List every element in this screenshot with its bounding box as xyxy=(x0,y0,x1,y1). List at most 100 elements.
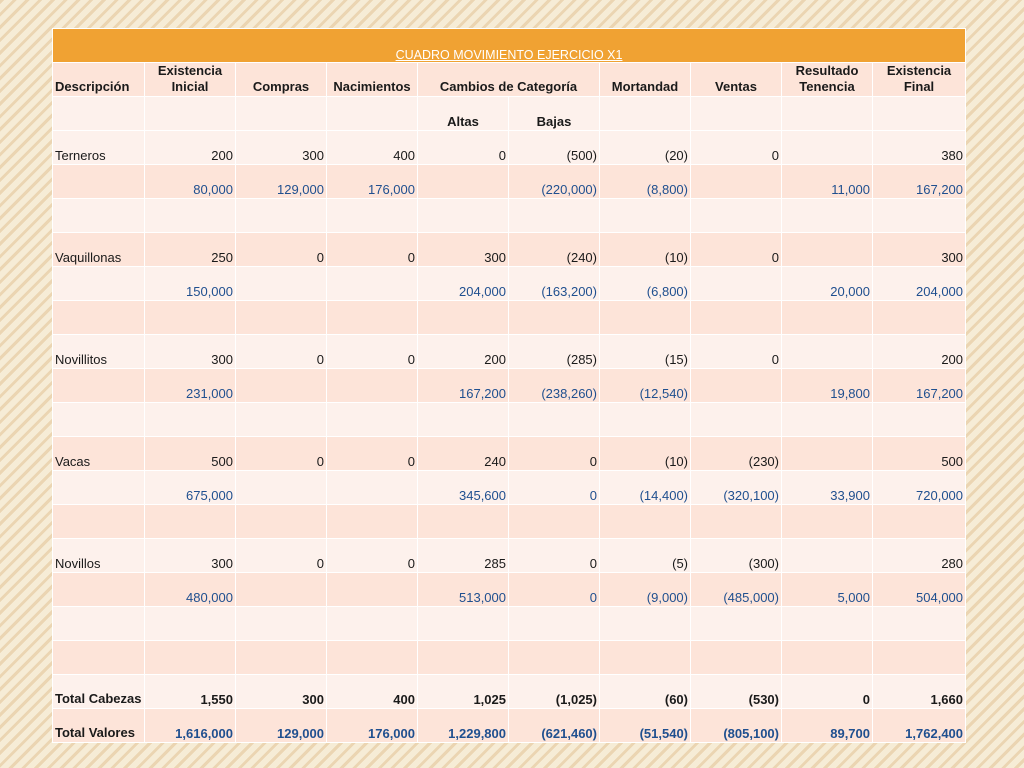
heads-value: 0 xyxy=(690,130,782,165)
money-value: (220,000) xyxy=(508,164,600,199)
total-valores-row: Total Valores 1,616,000 129,000 176,000 1,22… xyxy=(52,708,967,743)
empty-cell xyxy=(599,606,691,641)
empty-cell xyxy=(326,300,418,335)
heads-value: 400 xyxy=(326,130,418,165)
total-valores-value: 1,762,400 xyxy=(871,708,967,743)
money-value: 11,000 xyxy=(781,164,873,199)
total-valores-label: Total Valores xyxy=(52,708,145,743)
empty-cell xyxy=(871,198,967,233)
empty-cell xyxy=(690,606,782,641)
empty-cell xyxy=(52,266,145,301)
header-compras: Compras xyxy=(235,62,327,97)
empty-cell xyxy=(599,640,691,675)
values-row: 80,000 129,000 176,000 (220,000) (8,800) 11,0… xyxy=(52,164,967,199)
heads-value: 285 xyxy=(417,538,509,573)
empty-cell xyxy=(871,606,967,641)
empty-cell xyxy=(52,96,145,131)
empty-cell xyxy=(781,300,873,335)
heads-value: 200 xyxy=(144,130,236,165)
spacer-row xyxy=(52,640,967,675)
empty-cell xyxy=(52,402,145,437)
heads-value: 0 xyxy=(326,232,418,267)
empty-cell xyxy=(144,606,236,641)
empty-cell xyxy=(52,198,145,233)
empty-cell xyxy=(508,402,600,437)
empty-cell xyxy=(417,198,509,233)
empty-cell xyxy=(508,640,600,675)
empty-cell xyxy=(144,402,236,437)
money-value xyxy=(326,266,418,301)
heads-value: 500 xyxy=(144,436,236,471)
heads-value: (230) xyxy=(690,436,782,471)
heads-value: 300 xyxy=(144,334,236,369)
empty-cell xyxy=(52,470,145,505)
empty-cell xyxy=(52,606,145,641)
empty-cell xyxy=(871,504,967,539)
empty-cell xyxy=(599,402,691,437)
money-value: 204,000 xyxy=(417,266,509,301)
values-row: 675,000 345,600 0 (14,400) (320,100) 33,900 72… xyxy=(52,470,967,505)
total-cabezas-value: (530) xyxy=(690,674,782,709)
spacer-row xyxy=(52,198,967,233)
heads-value: 0 xyxy=(417,130,509,165)
empty-cell xyxy=(52,504,145,539)
empty-cell xyxy=(690,300,782,335)
heads-row: Novillitos 300 0 0 200 (285) (15) 0 200 xyxy=(52,334,967,369)
money-value: (6,800) xyxy=(599,266,691,301)
table-title: CUADRO MOVIMIENTO EJERCICIO X1 xyxy=(51,28,967,63)
empty-cell xyxy=(235,640,327,675)
header-ventas: Ventas xyxy=(690,62,782,97)
money-value: 167,200 xyxy=(417,368,509,403)
heads-value: 300 xyxy=(417,232,509,267)
money-value: 345,600 xyxy=(417,470,509,505)
empty-cell xyxy=(599,300,691,335)
money-value: 720,000 xyxy=(871,470,967,505)
empty-cell xyxy=(781,640,873,675)
heads-value: 200 xyxy=(871,334,967,369)
heads-value: 0 xyxy=(690,334,782,369)
money-value: 167,200 xyxy=(871,368,967,403)
empty-cell xyxy=(326,402,418,437)
category-label: Vaquillonas xyxy=(52,232,145,267)
spacer-row xyxy=(52,504,967,539)
heads-value: 0 xyxy=(690,232,782,267)
total-valores-value: 89,700 xyxy=(781,708,873,743)
empty-cell xyxy=(144,504,236,539)
empty-cell xyxy=(781,198,873,233)
money-value: (320,100) xyxy=(690,470,782,505)
empty-cell xyxy=(871,300,967,335)
money-value xyxy=(690,164,782,199)
money-value: 167,200 xyxy=(871,164,967,199)
empty-cell xyxy=(508,300,600,335)
money-value: 80,000 xyxy=(144,164,236,199)
header-descripcion: Descripción xyxy=(52,62,145,97)
money-value: 504,000 xyxy=(871,572,967,607)
empty-cell xyxy=(235,300,327,335)
empty-cell xyxy=(417,402,509,437)
empty-cell xyxy=(781,96,873,131)
header-resultado-tenencia: Resultado Tenencia xyxy=(781,62,873,97)
money-value: (9,000) xyxy=(599,572,691,607)
empty-cell xyxy=(417,606,509,641)
empty-cell xyxy=(52,300,145,335)
heads-value: 200 xyxy=(417,334,509,369)
values-row: 231,000 167,200 (238,260) (12,540) 19,800 167… xyxy=(52,368,967,403)
heads-row: Novillos 300 0 0 285 0 (5) (300) 280 xyxy=(52,538,967,573)
heads-value: 0 xyxy=(508,436,600,471)
money-value xyxy=(326,572,418,607)
category-label: Novillos xyxy=(52,538,145,573)
empty-cell xyxy=(599,504,691,539)
money-value: 513,000 xyxy=(417,572,509,607)
empty-cell xyxy=(871,96,967,131)
empty-cell xyxy=(781,504,873,539)
money-value xyxy=(235,266,327,301)
money-value: 150,000 xyxy=(144,266,236,301)
total-cabezas-value: 1,550 xyxy=(144,674,236,709)
empty-cell xyxy=(508,198,600,233)
heads-value: (10) xyxy=(599,436,691,471)
empty-cell xyxy=(144,198,236,233)
money-value: 0 xyxy=(508,572,600,607)
empty-cell xyxy=(508,504,600,539)
empty-cell xyxy=(871,640,967,675)
